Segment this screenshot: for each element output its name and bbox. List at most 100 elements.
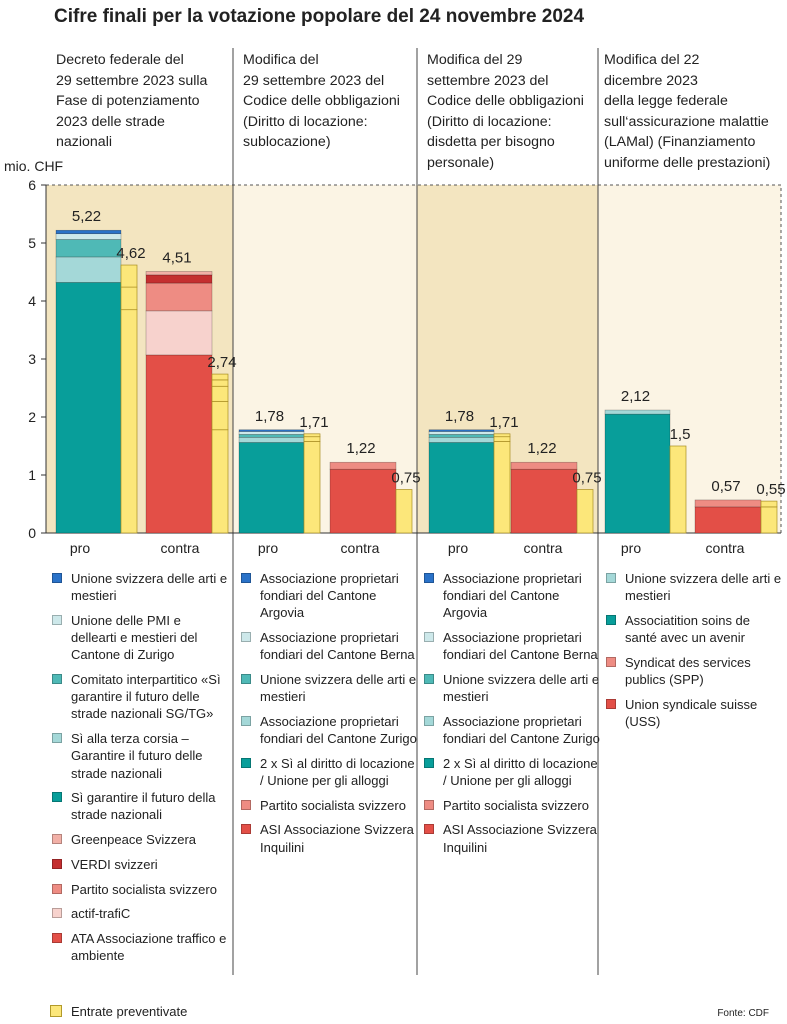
bar-total-label: 4,51 bbox=[162, 249, 191, 266]
legend-swatch bbox=[241, 757, 251, 768]
bar-segment bbox=[428, 429, 495, 432]
bar-segment bbox=[238, 442, 305, 534]
legend-item: Associazione proprietari fondiari del Ca… bbox=[241, 713, 417, 747]
budget-bar-segment bbox=[303, 433, 321, 438]
legend-swatch bbox=[424, 824, 434, 835]
legend: Associazione proprietari fondiari del Ca… bbox=[424, 570, 600, 863]
legend-label: Entrate preventivate bbox=[71, 1004, 188, 1019]
legend-label: 2 x Sì al diritto di locazione / Unione … bbox=[443, 755, 598, 789]
legend-label: Partito socialista svizzero bbox=[71, 881, 217, 897]
budget-bar-segment bbox=[211, 373, 229, 381]
panel-description: Modifica del 29 settembre 2023 del Codic… bbox=[243, 52, 400, 151]
budget-total-label: 1,71 bbox=[299, 414, 328, 431]
bar-segment bbox=[510, 468, 578, 534]
bar-total-label: 2,12 bbox=[621, 388, 650, 405]
legend-item: ASI Associazione Svizzera Inquilini bbox=[424, 821, 600, 855]
legend-item: Unione svizzera delle arti e mestieri bbox=[424, 671, 600, 705]
y-tick-label: 1 bbox=[28, 467, 36, 483]
legend-swatch bbox=[606, 614, 616, 625]
legend-swatch bbox=[52, 932, 62, 943]
source-note: Fonte: CDF bbox=[717, 1008, 769, 1019]
legend-label: Associazione proprietari fondiari del Ca… bbox=[443, 630, 598, 663]
legend-swatch bbox=[52, 792, 62, 803]
budget-total-label: 2,74 bbox=[207, 354, 236, 371]
legend-swatch bbox=[424, 674, 434, 685]
legend-swatch bbox=[52, 674, 62, 685]
legend-swatch bbox=[52, 733, 62, 744]
legend-item: ATA Associazione traffico e ambiente bbox=[52, 930, 228, 964]
bar-segment bbox=[238, 434, 305, 438]
legend-label: Sì alla terza corsia – Garantire il futu… bbox=[71, 731, 203, 781]
legend-label: Unione svizzera delle arti e mestieri bbox=[443, 672, 600, 705]
bar-segment bbox=[145, 274, 213, 284]
budget-bar-segment bbox=[120, 264, 138, 288]
bar-segment bbox=[55, 233, 122, 240]
bar-total-label: 1,78 bbox=[255, 408, 284, 425]
legend-swatch bbox=[424, 715, 434, 726]
legend-item: Sì alla terza corsia – Garantire il futu… bbox=[52, 730, 228, 782]
bar-segment bbox=[329, 468, 397, 534]
category-label: contra bbox=[706, 540, 745, 556]
category-label: pro bbox=[448, 540, 468, 556]
bar-segment bbox=[238, 431, 305, 435]
bar-segment bbox=[604, 409, 671, 415]
legend-item: Comitato interpartitico «Sì garantire il… bbox=[52, 671, 228, 723]
legend-swatch bbox=[241, 674, 251, 685]
y-tick-label: 3 bbox=[28, 351, 36, 367]
chart-title: Cifre finali per la votazione popolare d… bbox=[54, 6, 585, 27]
category-label: contra bbox=[341, 540, 380, 556]
legend-label: Associazione proprietari fondiari del Ca… bbox=[260, 630, 415, 663]
legend-label: Partito socialista svizzero bbox=[260, 797, 406, 813]
budget-total-label: 0,55 bbox=[756, 481, 785, 498]
legend-label: Unione delle PMI e dellearti e mestieri … bbox=[71, 612, 198, 663]
bar-segment bbox=[238, 436, 305, 443]
budget-bar-segment bbox=[211, 379, 229, 387]
legend-label: Associazione proprietari fondiari del Ca… bbox=[260, 713, 417, 747]
category-label: contra bbox=[524, 540, 563, 556]
bar-segment bbox=[428, 436, 495, 443]
bar-segment bbox=[145, 354, 213, 534]
legend-label: Associazione proprietari fondiari del Ca… bbox=[443, 571, 582, 621]
legend-item: Associazione proprietari fondiari del Ca… bbox=[424, 570, 600, 622]
legend-item: Unione svizzera delle arti e mestieri bbox=[52, 570, 228, 604]
legend-item: Syndicat des services publics (SPP) bbox=[606, 654, 782, 688]
legend-item: Union syndicale suisse (USS) bbox=[606, 696, 782, 730]
legend-label: Unione svizzera delle arti e mestieri bbox=[71, 571, 228, 604]
legend-swatch bbox=[606, 573, 616, 583]
bar-total-label: 0,57 bbox=[711, 478, 740, 495]
bar-segment bbox=[694, 499, 762, 508]
budget-bar-segment bbox=[493, 436, 511, 442]
legend-swatch bbox=[52, 834, 62, 845]
legend-item: VERDI svizzeri bbox=[52, 856, 228, 873]
legend-swatch bbox=[52, 614, 62, 625]
legend-label: VERDI svizzeri bbox=[71, 856, 158, 872]
legend-swatch bbox=[241, 715, 251, 726]
y-tick-label: 5 bbox=[28, 235, 36, 251]
legend: Associazione proprietari fondiari del Ca… bbox=[241, 570, 417, 863]
legend-item: Partito socialista svizzero bbox=[52, 881, 228, 898]
bar-segment bbox=[55, 256, 122, 283]
legend-item: Associazione proprietari fondiari del Ca… bbox=[424, 713, 600, 747]
bar-segment bbox=[238, 429, 305, 432]
legend-label: ATA Associazione traffico e ambiente bbox=[71, 930, 227, 964]
budget-bar-segment bbox=[576, 489, 594, 534]
legend-item: Greenpeace Svizzera bbox=[52, 831, 228, 848]
legend-item: Unione svizzera delle arti e mestieri bbox=[241, 671, 417, 705]
legend-label: 2 x Sì al diritto di locazione / Unione … bbox=[260, 755, 415, 789]
legend-swatch bbox=[52, 883, 62, 894]
legend-label: Unione svizzera delle arti e mestieri bbox=[260, 672, 417, 705]
bar-segment bbox=[145, 310, 213, 356]
budget-total-label: 1,5 bbox=[670, 426, 691, 443]
legend-item: ASI Associazione Svizzera Inquilini bbox=[241, 821, 417, 855]
bar-total-label: 1,22 bbox=[346, 440, 375, 457]
legend-label: Comitato interpartitico «Sì garantire il… bbox=[71, 672, 221, 722]
bar-segment bbox=[145, 282, 213, 312]
bar-segment bbox=[428, 442, 495, 534]
legend-label: ASI Associazione Svizzera Inquilini bbox=[443, 822, 597, 855]
bar-segment bbox=[145, 271, 213, 276]
legend-label: Associazione proprietari fondiari del Ca… bbox=[260, 571, 399, 621]
budget-bar-segment bbox=[760, 506, 778, 534]
budget-bar-segment bbox=[760, 500, 778, 508]
legend: Unione svizzera delle arti e mestieri Uni… bbox=[52, 570, 228, 972]
